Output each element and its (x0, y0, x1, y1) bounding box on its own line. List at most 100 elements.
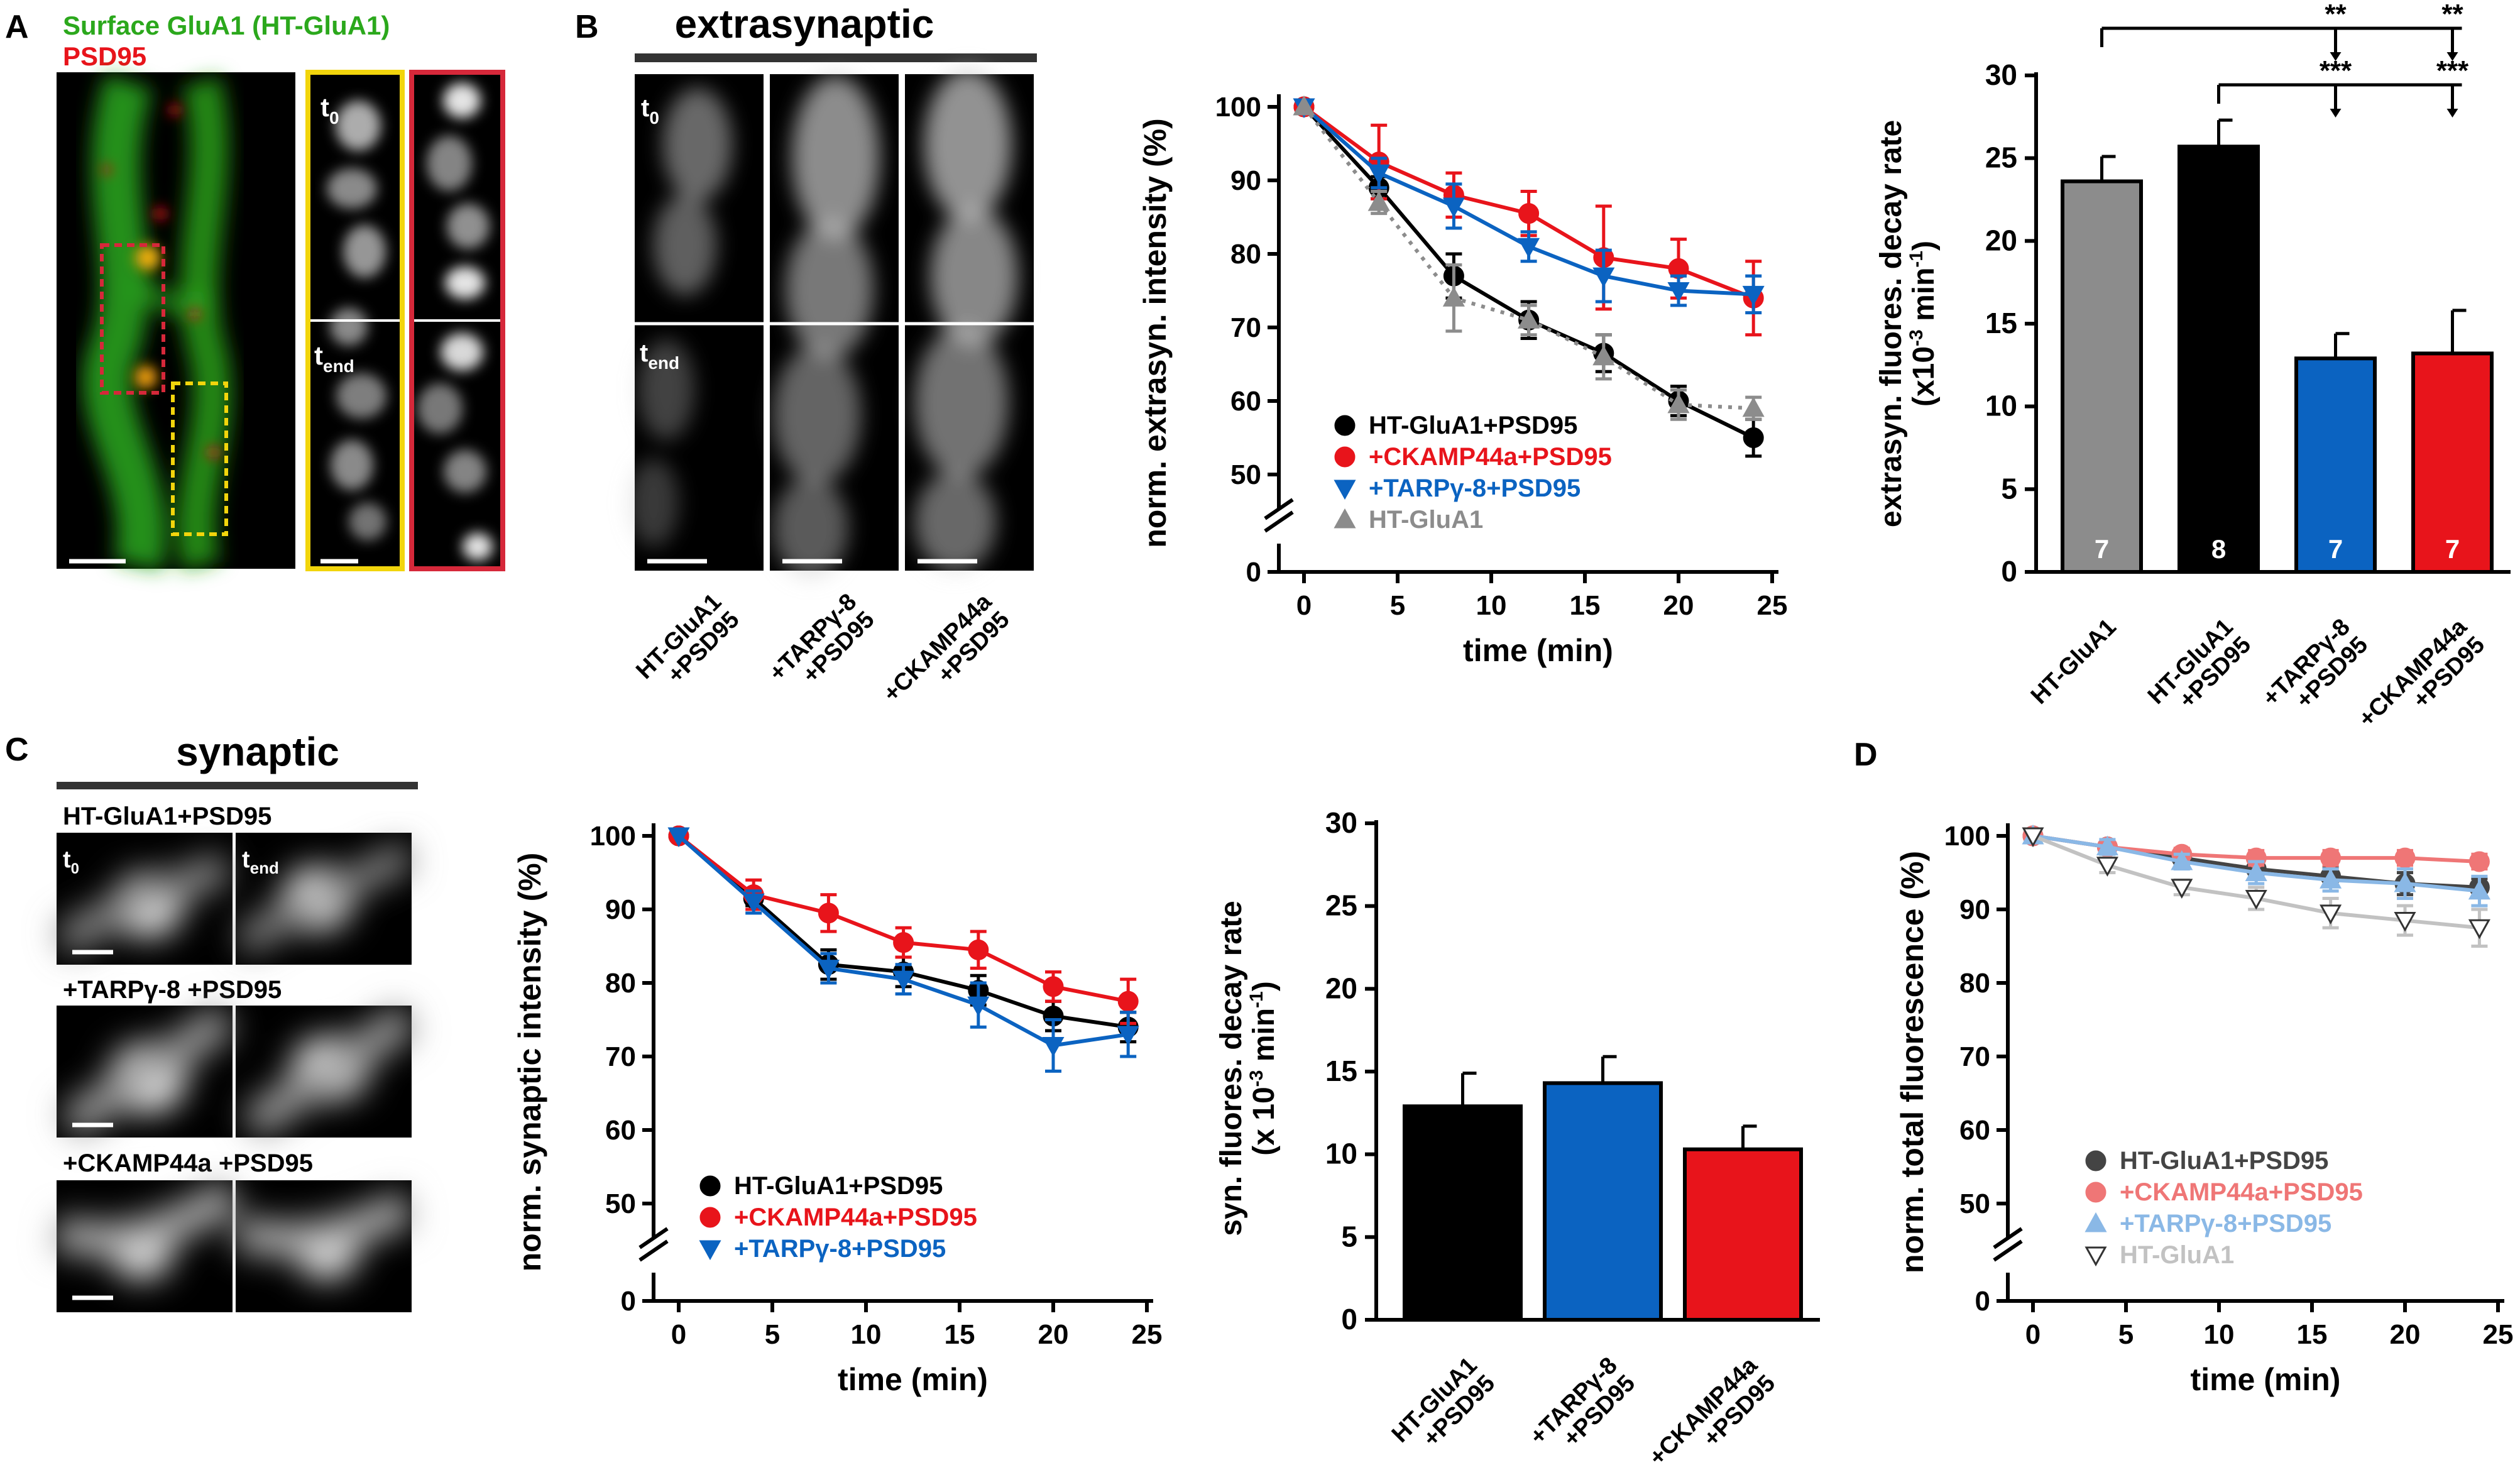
significance-bracket-1: *** *** (2217, 55, 2469, 118)
data-point (2245, 889, 2267, 910)
series-2 (667, 827, 1139, 1073)
category-label: HT-GluA1 (2026, 614, 2122, 710)
bar (2178, 145, 2260, 574)
bar (2294, 356, 2377, 574)
bar-0: 7 (2061, 155, 2143, 574)
header-extrasynaptic: extrasynaptic (675, 1, 934, 47)
bar-0 (1403, 1072, 1523, 1322)
y-tick-label: 90 (1959, 894, 1990, 925)
data-point (2171, 850, 2193, 870)
panel-c-images: C synaptic HT-GluA1+PSD95 t0 tend +TARPγ… (5, 729, 419, 1312)
y-tick-label: 0 (2001, 555, 2017, 588)
data-point (1742, 397, 1765, 417)
data-point (1518, 309, 1540, 329)
data-point (2468, 851, 2490, 872)
y-axis-label: extrasyn. fluores. decay rate(x10-3 min-… (1875, 120, 1941, 527)
significance-bracket-0: ** ** (2100, 0, 2463, 61)
y-tick-label: 30 (1985, 58, 2017, 91)
y-tick-label: 50 (605, 1188, 636, 1219)
y-tick-label: 10 (1985, 390, 2017, 422)
bar-n-label: 8 (2211, 534, 2226, 564)
data-point (2320, 904, 2342, 924)
data-point (1442, 287, 1465, 307)
panel-letter-b: B (575, 9, 599, 45)
y-tick-label: 80 (605, 968, 636, 999)
y-tick-label: 0 (621, 1286, 636, 1317)
data-point (817, 960, 840, 980)
c-row-label-1: HT-GluA1+PSD95 (63, 803, 271, 830)
micrograph-a-main (57, 72, 295, 571)
legend-label: HT-GluA1+PSD95 (2120, 1147, 2328, 1175)
data-point (2096, 857, 2118, 877)
label-b-t0: t0 (641, 94, 659, 128)
legend-label: HT-GluA1+PSD95 (1369, 412, 1577, 439)
x-tick-label: 0 (2025, 1319, 2041, 1350)
header-synaptic: synaptic (176, 729, 339, 774)
y-tick-label: 20 (1985, 224, 2017, 256)
significance-label: *** (2320, 55, 2352, 86)
chart-d-line: D 50 60 70 80 90 100 0 0 5 10 15 20 25 time (min) norm… (1854, 737, 2513, 1397)
label-surface-glua1: Surface GluA1 (HT-GluA1) (63, 11, 390, 40)
y-axis-label-end: ) (1247, 981, 1281, 991)
y-tick-label: 25 (1985, 141, 2017, 174)
legend-label: +CKAMP44a+PSD95 (1369, 443, 1612, 471)
data-point (2320, 847, 2342, 869)
data-point (1334, 415, 1356, 436)
y-tick-label: 80 (1959, 968, 1990, 999)
y-tick-label: 15 (1985, 307, 2017, 339)
label-c-tend: tend (242, 847, 279, 877)
y-tick-label: 10 (1325, 1138, 1357, 1170)
micrograph-b-col3 (905, 69, 1034, 572)
y-axis-label: norm. extrasyn. intensity (%) (1137, 118, 1173, 548)
y-tick-label: 90 (605, 894, 636, 925)
data-point (2394, 912, 2416, 932)
data-point (1592, 267, 1615, 288)
significance-label: *** (2436, 55, 2469, 86)
bar-n-label: 7 (2445, 534, 2460, 564)
y-tick-label: 60 (1959, 1115, 1990, 1146)
chart-c-bar: 0 5 10 15 20 25 30 syn. fluores. decay rate(x 1… (1215, 806, 1820, 1470)
bar-2 (1683, 1124, 1803, 1322)
y-tick-label: 50 (1959, 1188, 1990, 1219)
x-tick-label: 15 (2297, 1319, 2328, 1350)
x-tick-label: 15 (1570, 590, 1601, 621)
b-image-label-2: +TARPγ-8+PSD95 (764, 589, 880, 705)
data-point (968, 939, 989, 960)
y-axis-label-line2: (x 10 (1247, 1087, 1281, 1155)
y-tick-label: 15 (1325, 1055, 1357, 1087)
y-tick-label: 60 (605, 1115, 636, 1146)
panel-b-images: B extrasynaptic (575, 1, 1037, 707)
data-point (892, 970, 915, 991)
panel-a: A Surface GluA1 (HT-GluA1) PSD95 (5, 9, 505, 571)
y-axis-label-line1: extrasyn. fluores. decay rate (1875, 120, 1908, 527)
data-point (2085, 1150, 2106, 1171)
series-2 (2022, 824, 2490, 908)
micrograph-a-inset-yellow: t0 tend (305, 70, 405, 571)
y-axis-label-sup: -3 (1906, 329, 1927, 346)
bar-2: 7 (2294, 332, 2377, 574)
data-point (818, 902, 839, 924)
data-point (2468, 919, 2490, 940)
data-point (1442, 197, 1465, 218)
y-axis-label-line1: syn. fluores. decay rate (1215, 901, 1248, 1236)
y-tick-label: 25 (1325, 889, 1357, 922)
data-point (1043, 976, 1064, 997)
legend-label: +TARPγ-8+PSD95 (1369, 474, 1580, 502)
legend-label: HT-GluA1 (2120, 1241, 2234, 1269)
data-point (2171, 879, 2193, 899)
bar (2411, 351, 2494, 574)
c-row-label-2: +TARPγ-8 +PSD95 (63, 976, 282, 1004)
y-tick-label: 0 (1341, 1303, 1357, 1336)
chart-b-bar: 0 5 10 15 20 25 30 extrasyn. fluores. decay rat… (1875, 0, 2511, 732)
data-point (1117, 1026, 1139, 1046)
series-3 (2022, 827, 2490, 948)
data-point (1743, 427, 1764, 448)
data-point (2096, 835, 2118, 856)
y-axis-label-unit: min (1907, 268, 1941, 330)
data-point (699, 1207, 721, 1228)
bar (2061, 179, 2143, 574)
y-axis-label-sup: -3 (1246, 1070, 1267, 1087)
y-axis-label-line2: (x10 (1907, 346, 1941, 407)
axis-break-mark (1993, 1227, 2023, 1249)
category-label: +CKAMP44a+PSD95 (1644, 1352, 1781, 1470)
